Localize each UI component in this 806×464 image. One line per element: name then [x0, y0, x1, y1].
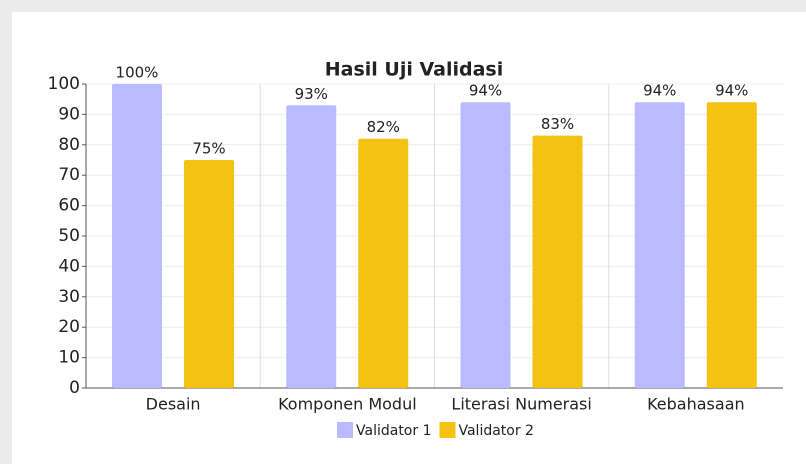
- chart-title: Hasil Uji Validasi: [325, 59, 504, 81]
- y-tick-label: 30: [58, 287, 80, 307]
- value-label: 94%: [469, 82, 502, 100]
- bar: [286, 105, 337, 388]
- bar: [634, 102, 685, 389]
- legend-label: Validator 1: [356, 423, 431, 439]
- y-tick-label: 40: [58, 256, 80, 276]
- value-label: 83%: [541, 115, 574, 133]
- y-tick-label: 100: [48, 74, 80, 94]
- y-tick-label: 90: [58, 104, 80, 124]
- x-tick-label: Literasi Numerasi: [451, 395, 591, 414]
- value-label: 93%: [295, 85, 328, 103]
- legend-swatch: [337, 422, 353, 438]
- legend-swatch: [439, 422, 456, 438]
- bar: [460, 102, 511, 389]
- x-tick-label: Desain: [146, 395, 201, 414]
- bar: [184, 160, 234, 388]
- y-tick-label: 70: [58, 165, 80, 185]
- bar: [358, 138, 409, 388]
- value-label: 94%: [643, 82, 676, 100]
- y-tick-label: 80: [58, 135, 80, 155]
- value-label: 75%: [192, 140, 225, 158]
- y-tick-label: 0: [69, 378, 80, 398]
- legend-label: Validator 2: [458, 423, 533, 439]
- bar: [532, 135, 583, 388]
- x-tick-label: Komponen Modul: [278, 395, 417, 414]
- bar: [112, 84, 162, 388]
- bar: [706, 102, 757, 389]
- y-tick-label: 20: [58, 317, 80, 337]
- value-label: 82%: [367, 118, 400, 136]
- value-label: 100%: [116, 64, 159, 82]
- y-tick-label: 10: [58, 348, 80, 368]
- x-tick-label: Kebahasaan: [647, 395, 745, 414]
- y-tick-label: 60: [58, 196, 80, 216]
- value-label: 94%: [715, 82, 748, 100]
- y-tick-label: 50: [58, 226, 80, 246]
